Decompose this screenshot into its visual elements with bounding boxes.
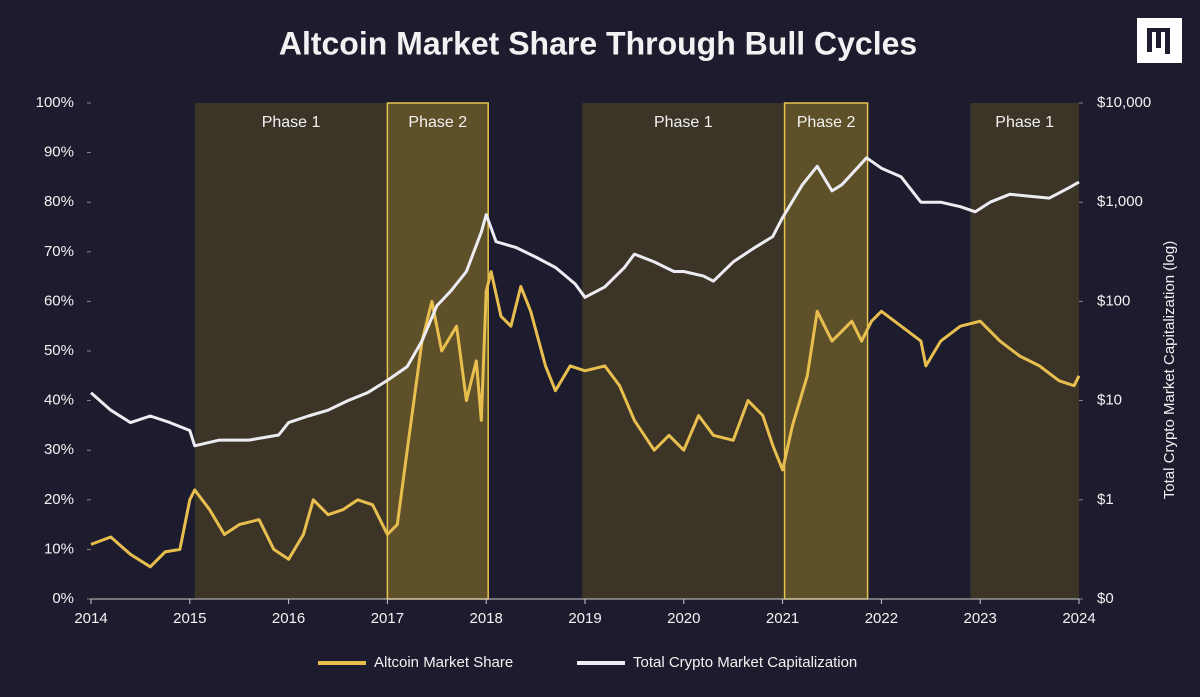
- y-tick-label: 80%: [44, 193, 74, 210]
- y2-tick-label: $1: [1097, 491, 1114, 508]
- legend-label: Total Crypto Market Capitalization: [633, 654, 857, 671]
- phase-region: [582, 103, 785, 599]
- phase-label: Phase 1: [654, 114, 713, 131]
- y-tick-label: 100%: [36, 94, 74, 111]
- phase-region: [386, 102, 489, 600]
- x-tick-label: 2015: [173, 610, 206, 627]
- y2-tick-label: $0: [1097, 590, 1114, 607]
- y-tick-label: 70%: [44, 243, 74, 260]
- y-tick-label: 50%: [44, 342, 74, 359]
- x-tick-label: 2021: [766, 610, 799, 627]
- phase-label: Phase 2: [797, 114, 856, 131]
- legend-label: Altcoin Market Share: [374, 654, 513, 671]
- x-tick-label: 2020: [667, 610, 700, 627]
- x-tick-label: 2018: [470, 610, 503, 627]
- y2-axis-label: Total Crypto Market Capitalization (log): [1161, 241, 1178, 499]
- phase-region: [783, 102, 869, 600]
- chart-title: Altcoin Market Share Through Bull Cycles: [279, 25, 917, 61]
- y2-tick-label: $1,000: [1097, 193, 1143, 210]
- y2-tick-label: $10,000: [1097, 94, 1151, 111]
- y-tick-label: 90%: [44, 144, 74, 161]
- logo: [1137, 18, 1182, 63]
- phase-label: Phase 1: [262, 114, 321, 131]
- x-tick-label: 2022: [865, 610, 898, 627]
- x-tick-label: 2019: [568, 610, 601, 627]
- y-tick-label: 10%: [44, 540, 74, 557]
- x-tick-label: 2024: [1062, 610, 1095, 627]
- y2-tick-label: $100: [1097, 292, 1130, 309]
- phase-region: [970, 103, 1079, 599]
- x-tick-label: 2014: [74, 610, 107, 627]
- series-line: [90, 270, 1081, 569]
- y-tick-label: 60%: [44, 292, 74, 309]
- x-tick-label: 2023: [964, 610, 997, 627]
- x-tick-label: 2017: [371, 610, 404, 627]
- phase-region: [194, 103, 388, 599]
- phase-label: Phase 1: [995, 114, 1054, 131]
- y-tick-label: 0%: [52, 590, 74, 607]
- phase-label: Phase 2: [408, 114, 467, 131]
- series-line: [90, 156, 1080, 448]
- y-tick-label: 30%: [44, 441, 74, 458]
- y2-tick-label: $10: [1097, 392, 1122, 409]
- y-tick-label: 20%: [44, 491, 74, 508]
- y-tick-label: 40%: [44, 392, 74, 409]
- x-tick-label: 2016: [272, 610, 305, 627]
